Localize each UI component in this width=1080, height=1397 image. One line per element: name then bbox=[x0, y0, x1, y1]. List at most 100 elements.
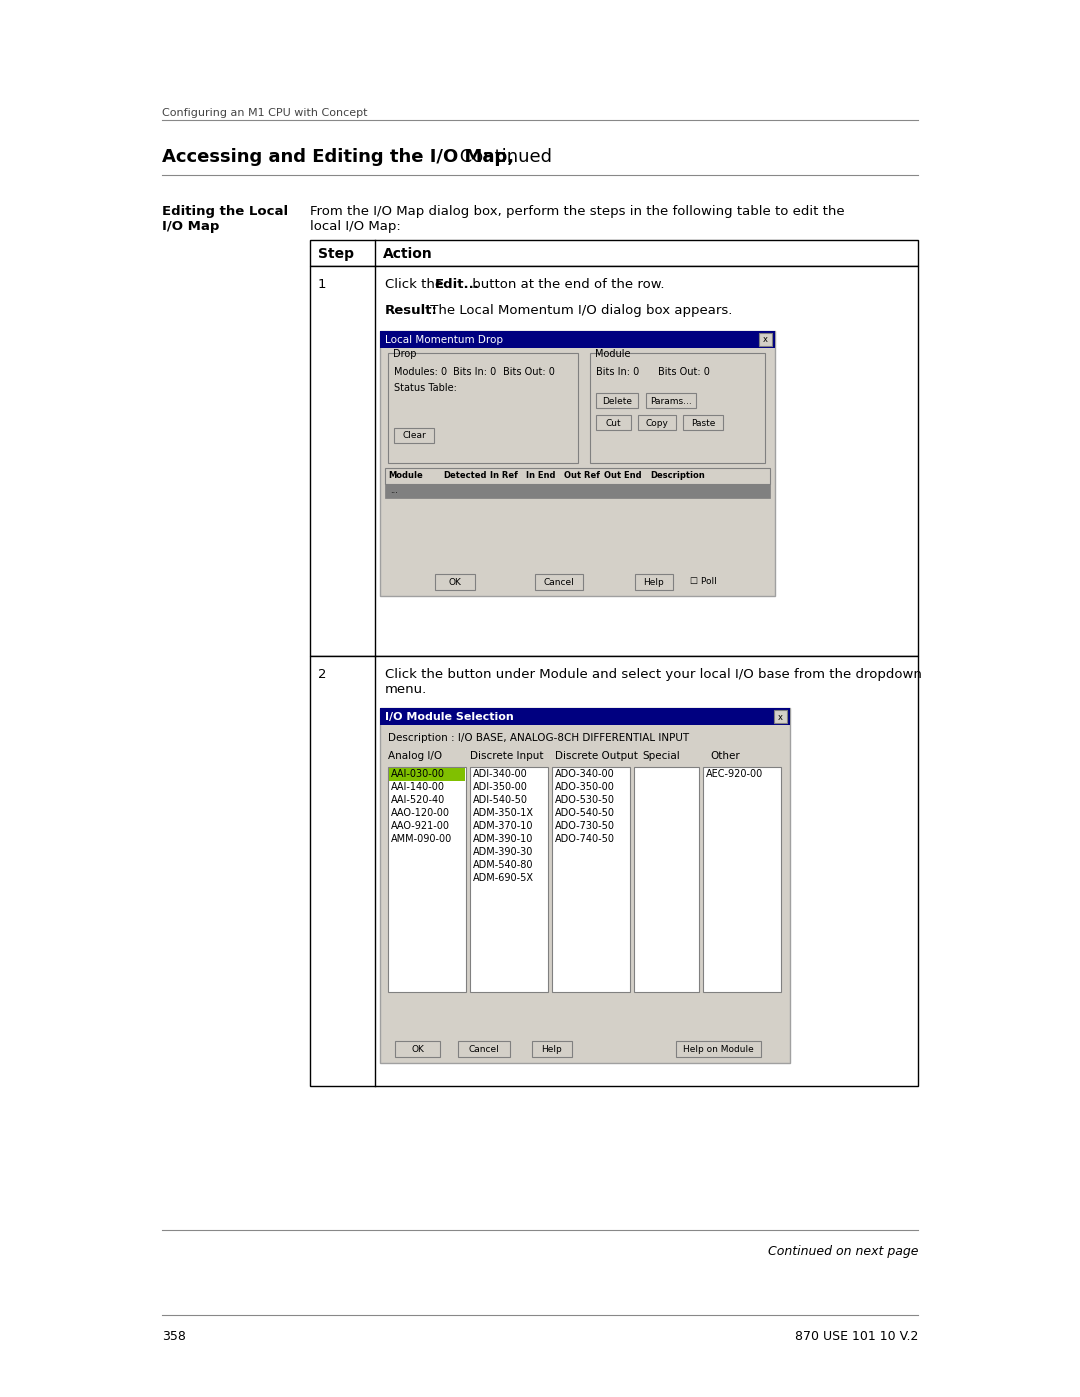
Text: local I/O Map:: local I/O Map: bbox=[310, 219, 401, 233]
Text: Edit...: Edit... bbox=[435, 278, 480, 291]
Bar bbox=[388, 353, 578, 462]
Text: Discrete Output: Discrete Output bbox=[555, 752, 638, 761]
Bar bbox=[388, 767, 465, 992]
Text: AEC-920-00: AEC-920-00 bbox=[706, 768, 764, 780]
Bar bbox=[389, 768, 465, 781]
Bar bbox=[634, 767, 699, 992]
Text: 358: 358 bbox=[162, 1330, 186, 1343]
Text: Editing the Local: Editing the Local bbox=[162, 205, 288, 218]
Text: Step: Step bbox=[318, 247, 354, 261]
Text: OK: OK bbox=[448, 578, 461, 587]
Bar bbox=[384, 483, 770, 497]
Bar bbox=[774, 710, 787, 724]
Bar bbox=[435, 574, 475, 590]
Bar bbox=[310, 657, 918, 1085]
Text: Delete: Delete bbox=[602, 397, 632, 405]
Text: Modules: 0: Modules: 0 bbox=[394, 367, 447, 377]
Text: Clear: Clear bbox=[402, 432, 426, 440]
Text: Bits In: 0: Bits In: 0 bbox=[453, 367, 496, 377]
Text: Click the: Click the bbox=[384, 278, 447, 291]
Text: Drop: Drop bbox=[393, 349, 417, 359]
Bar bbox=[759, 332, 772, 346]
Text: Copy: Copy bbox=[646, 419, 669, 427]
Text: Help: Help bbox=[644, 578, 664, 587]
Bar bbox=[470, 767, 548, 992]
Text: From the I/O Map dialog box, perform the steps in the following table to edit th: From the I/O Map dialog box, perform the… bbox=[310, 205, 845, 218]
Text: ...: ... bbox=[390, 486, 397, 495]
Text: ☐ Poll: ☐ Poll bbox=[690, 577, 717, 585]
Text: Params...: Params... bbox=[650, 397, 692, 405]
Text: x: x bbox=[778, 712, 783, 721]
Text: ADO-740-50: ADO-740-50 bbox=[555, 834, 615, 844]
Text: ADO-530-50: ADO-530-50 bbox=[555, 795, 615, 805]
Text: OK: OK bbox=[411, 1045, 424, 1053]
Text: Bits Out: 0: Bits Out: 0 bbox=[503, 367, 555, 377]
Bar bbox=[532, 1041, 572, 1058]
Text: Local Momentum Drop: Local Momentum Drop bbox=[384, 335, 503, 345]
Text: AMM-090-00: AMM-090-00 bbox=[391, 834, 453, 844]
Bar bbox=[646, 393, 696, 408]
Text: Cancel: Cancel bbox=[469, 1045, 499, 1053]
Text: ADM-390-30: ADM-390-30 bbox=[473, 847, 534, 856]
Text: In End: In End bbox=[526, 471, 555, 481]
Text: Special: Special bbox=[642, 752, 679, 761]
Text: Status Table:: Status Table: bbox=[394, 383, 457, 393]
Text: ADO-730-50: ADO-730-50 bbox=[555, 821, 615, 831]
Text: Paste: Paste bbox=[691, 419, 715, 427]
Text: ADO-540-50: ADO-540-50 bbox=[555, 807, 615, 819]
Text: ADM-540-80: ADM-540-80 bbox=[473, 861, 534, 870]
Bar bbox=[395, 1041, 440, 1058]
Text: ADM-370-10: ADM-370-10 bbox=[473, 821, 534, 831]
Bar bbox=[384, 468, 770, 483]
Text: Out Ref: Out Ref bbox=[564, 471, 600, 481]
Text: Continued on next page: Continued on next page bbox=[768, 1245, 918, 1259]
Text: Bits In: 0: Bits In: 0 bbox=[596, 367, 639, 377]
Text: Module: Module bbox=[595, 349, 631, 359]
Text: Module: Module bbox=[388, 471, 422, 481]
Bar bbox=[596, 415, 631, 430]
Bar bbox=[552, 767, 630, 992]
Bar bbox=[635, 574, 673, 590]
Bar bbox=[596, 393, 638, 408]
Bar bbox=[458, 1041, 510, 1058]
Text: Description: Description bbox=[650, 471, 705, 481]
Text: Cancel: Cancel bbox=[543, 578, 575, 587]
Text: Detected: Detected bbox=[443, 471, 486, 481]
Text: Continued: Continued bbox=[454, 148, 552, 166]
Bar bbox=[380, 331, 775, 348]
Text: Cut: Cut bbox=[606, 419, 621, 427]
Text: AAO-921-00: AAO-921-00 bbox=[391, 821, 450, 831]
Text: menu.: menu. bbox=[384, 683, 428, 696]
Text: ADO-350-00: ADO-350-00 bbox=[555, 782, 615, 792]
Text: Configuring an M1 CPU with Concept: Configuring an M1 CPU with Concept bbox=[162, 108, 367, 117]
Text: Action: Action bbox=[383, 247, 433, 261]
Text: 870 USE 101 10 V.2: 870 USE 101 10 V.2 bbox=[795, 1330, 918, 1343]
Bar bbox=[380, 331, 775, 597]
Text: Accessing and Editing the I/O Map,: Accessing and Editing the I/O Map, bbox=[162, 148, 514, 166]
Text: Help on Module: Help on Module bbox=[684, 1045, 754, 1053]
Text: AAI-140-00: AAI-140-00 bbox=[391, 782, 445, 792]
Bar bbox=[703, 767, 781, 992]
Text: Bits Out: 0: Bits Out: 0 bbox=[658, 367, 710, 377]
Bar bbox=[535, 574, 583, 590]
Text: Description : I/O BASE, ANALOG-8CH DIFFERENTIAL INPUT: Description : I/O BASE, ANALOG-8CH DIFFE… bbox=[388, 733, 689, 743]
Text: ADI-340-00: ADI-340-00 bbox=[473, 768, 528, 780]
Bar bbox=[590, 353, 765, 462]
Text: ADM-350-1X: ADM-350-1X bbox=[473, 807, 534, 819]
Text: Out End: Out End bbox=[604, 471, 642, 481]
Bar bbox=[310, 240, 918, 265]
Text: ADI-350-00: ADI-350-00 bbox=[473, 782, 528, 792]
Text: Help: Help bbox=[542, 1045, 563, 1053]
Text: Other: Other bbox=[710, 752, 740, 761]
Text: Click the button under Module and select your local I/O base from the dropdown: Click the button under Module and select… bbox=[384, 668, 922, 680]
Bar bbox=[638, 415, 676, 430]
Text: x: x bbox=[762, 335, 768, 345]
Text: ADO-340-00: ADO-340-00 bbox=[555, 768, 615, 780]
Text: I/O Module Selection: I/O Module Selection bbox=[384, 712, 514, 722]
Text: AAI-520-40: AAI-520-40 bbox=[391, 795, 445, 805]
Text: Result:: Result: bbox=[384, 305, 437, 317]
Text: In Ref: In Ref bbox=[490, 471, 518, 481]
Text: Analog I/O: Analog I/O bbox=[388, 752, 442, 761]
Bar bbox=[380, 708, 789, 725]
Text: Discrete Input: Discrete Input bbox=[470, 752, 543, 761]
